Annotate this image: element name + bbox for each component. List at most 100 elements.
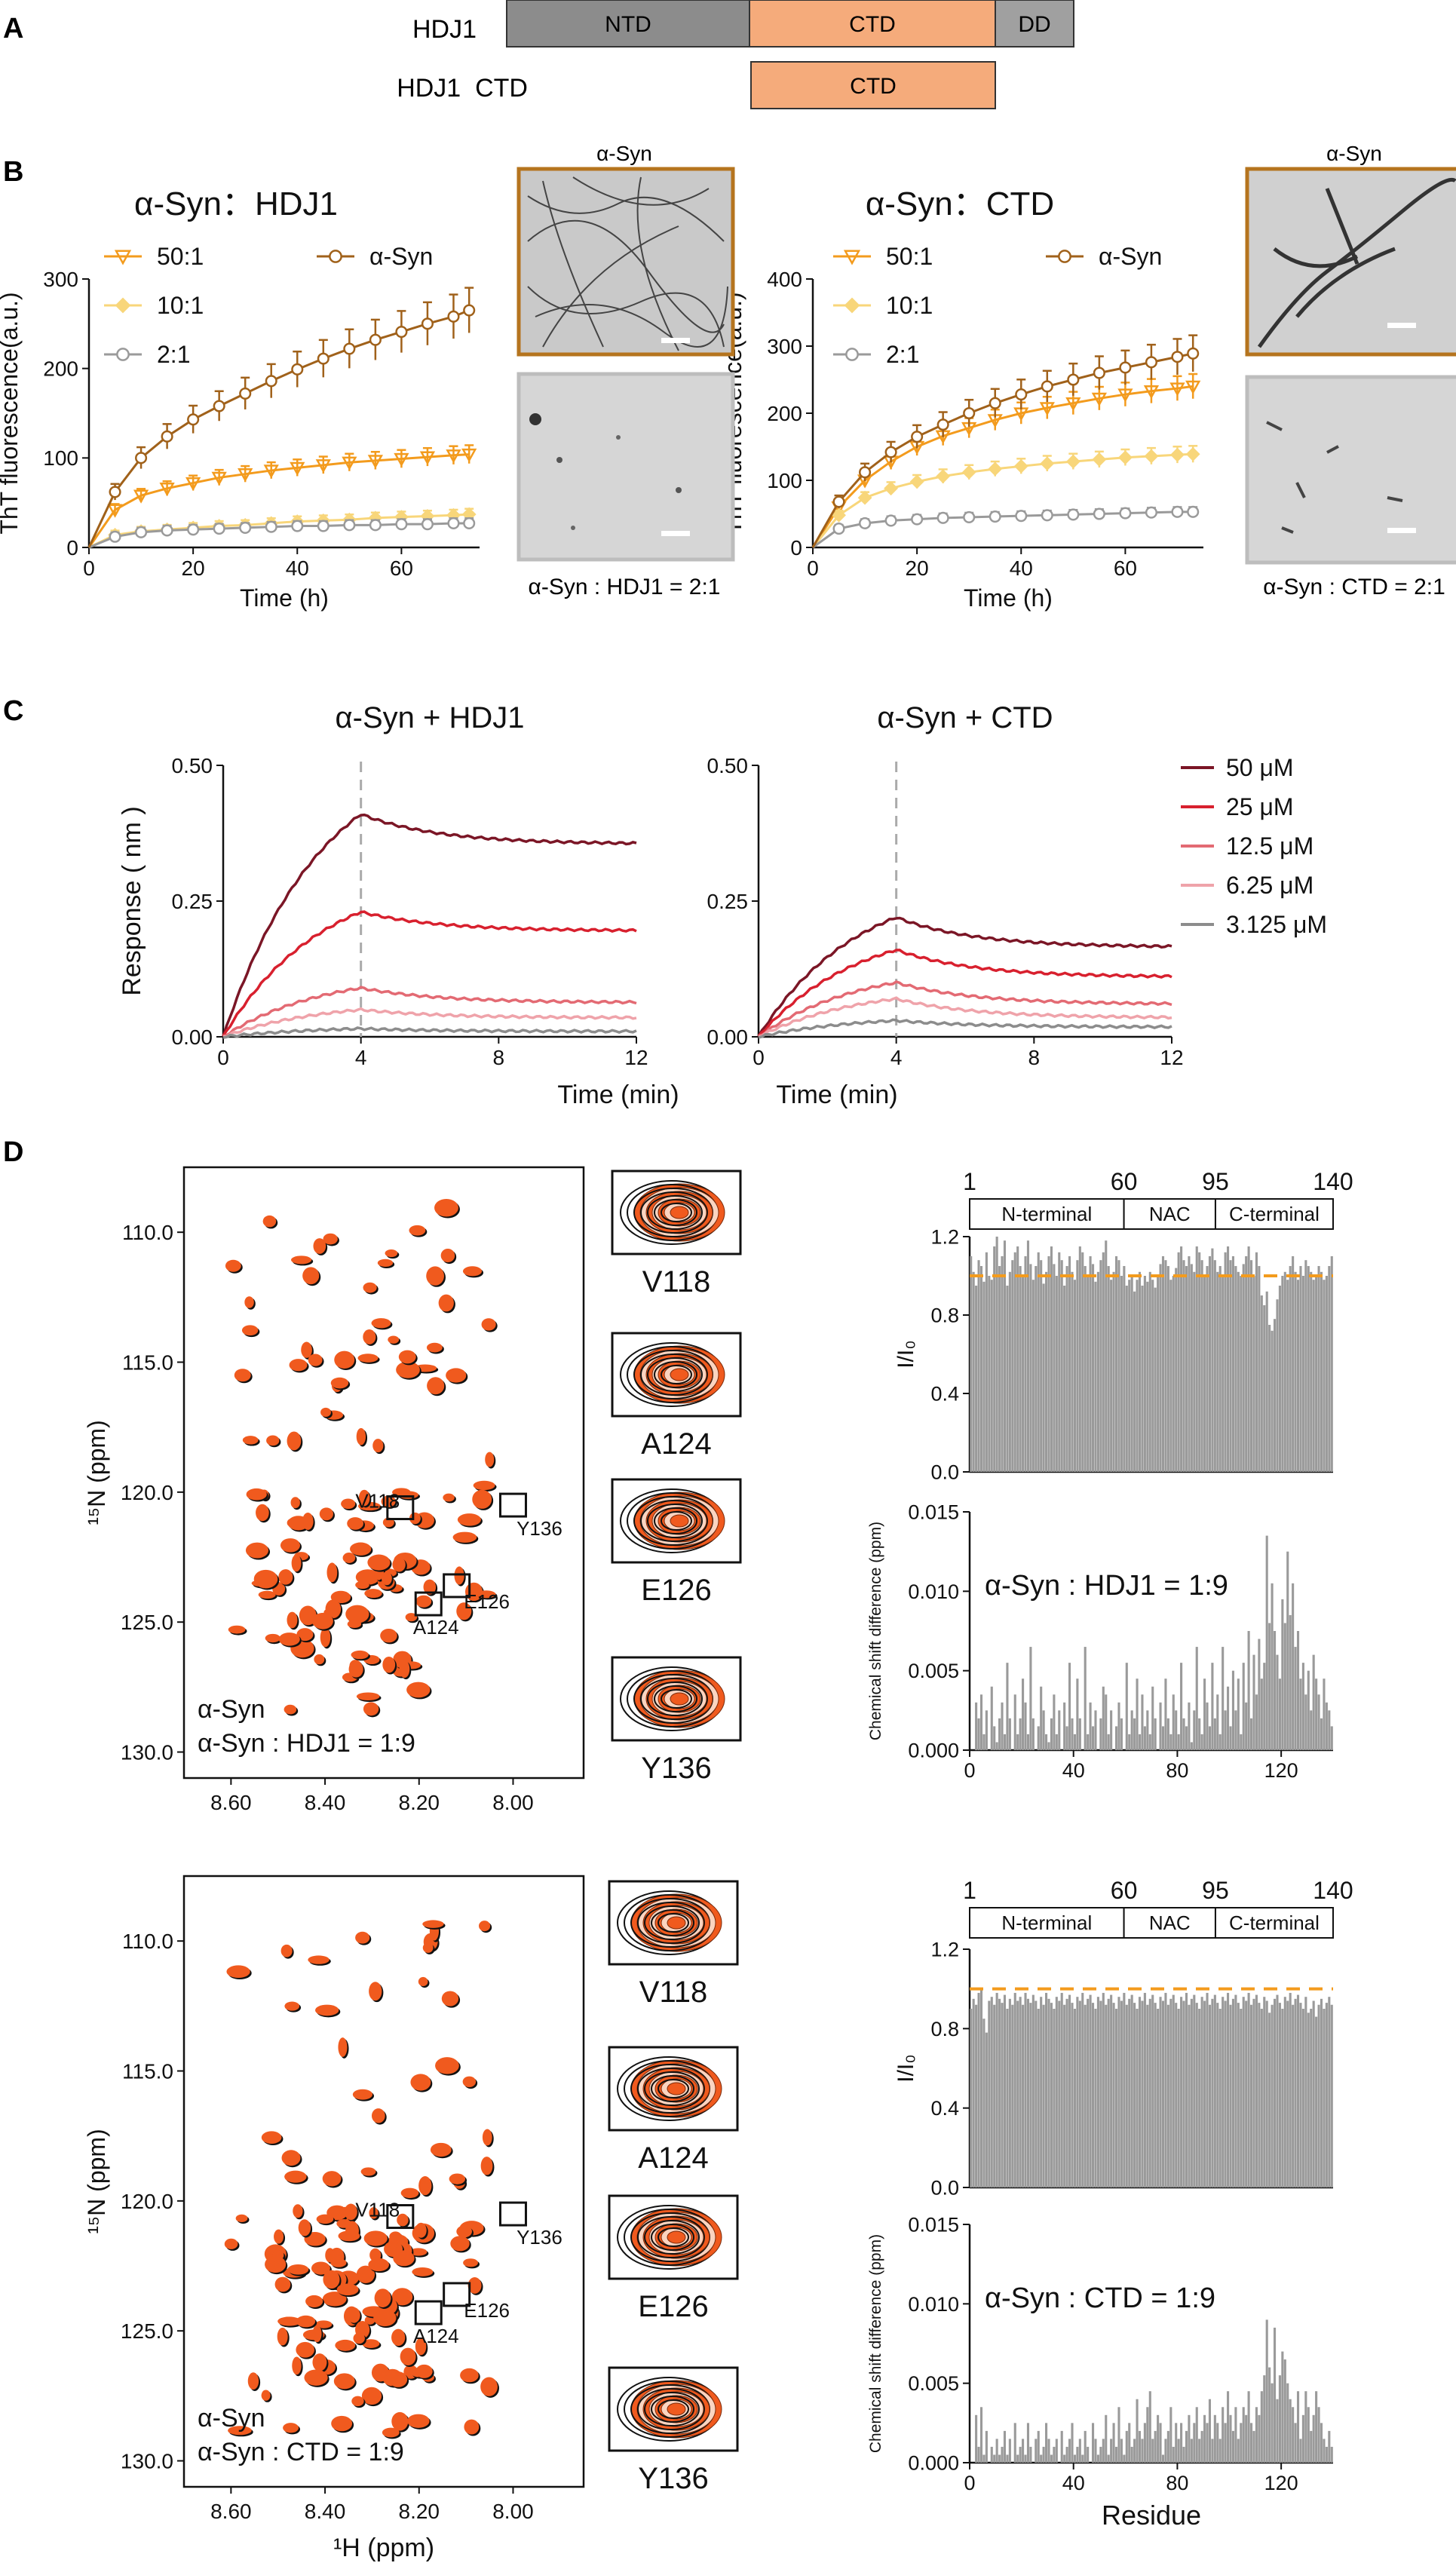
triangle-marker xyxy=(185,477,201,492)
contour-reference xyxy=(640,1354,708,1396)
residue-bar xyxy=(1198,1252,1201,1472)
residue-bar xyxy=(1283,2359,1286,2463)
peak-complex xyxy=(446,1368,467,1383)
peak-complex xyxy=(262,1215,277,1228)
peak-complex xyxy=(292,2356,302,2375)
x-tick-label: 60 xyxy=(390,556,413,580)
residue-bar xyxy=(1105,2004,1108,2187)
circle-marker xyxy=(1171,505,1184,518)
peak-complex xyxy=(388,1335,400,1344)
ctd-domain-label: CTD xyxy=(849,12,896,37)
residue-bar xyxy=(1255,1252,1258,1472)
residue-bar xyxy=(1190,1742,1193,1750)
peak-complex xyxy=(312,2353,327,2371)
peak-complex xyxy=(356,1692,380,1701)
residue-bar xyxy=(1058,2000,1061,2187)
x-tick-label: 0 xyxy=(807,556,819,580)
residue-bar xyxy=(1325,1702,1328,1750)
y-tick-label: 0.000 xyxy=(908,2451,959,2474)
x-tick-label: 0 xyxy=(83,556,95,580)
residue-bar xyxy=(990,1997,993,2187)
triangle-marker xyxy=(1169,382,1185,397)
residue-bar xyxy=(1138,1734,1142,1750)
residue-bar xyxy=(1136,2399,1139,2463)
peak-complex xyxy=(363,2230,388,2246)
residue-bar xyxy=(1281,2009,1284,2187)
residue-bar xyxy=(977,1260,980,1472)
residue-bar xyxy=(1003,1734,1007,1750)
residue-bar xyxy=(995,1742,998,1750)
peak-complex xyxy=(351,2396,364,2407)
residue-bar xyxy=(1001,2003,1004,2187)
residue-bar xyxy=(1099,1718,1102,1750)
peak-complex xyxy=(330,1377,349,1389)
residue-bar xyxy=(972,1998,975,2187)
peak-complex xyxy=(265,1633,280,1643)
peak-complex xyxy=(265,2255,287,2273)
residue-bar xyxy=(1211,1663,1214,1750)
residue-bar xyxy=(1078,2439,1081,2463)
residue-bar xyxy=(1063,1702,1066,1750)
peak-complex xyxy=(247,2372,259,2390)
residue-bar xyxy=(1234,1710,1237,1750)
triangle-marker xyxy=(1065,397,1081,412)
residue-bar xyxy=(1055,1276,1058,1472)
residue-bar xyxy=(1035,2000,1038,2187)
residue-bar xyxy=(1047,1256,1050,1472)
peak-complex xyxy=(400,2347,416,2366)
residue-bar xyxy=(1037,1726,1040,1750)
dd-domain-box xyxy=(995,0,1074,48)
residue-bar xyxy=(1065,1726,1068,1750)
residue-bar xyxy=(1190,2439,1193,2463)
peak-complex xyxy=(241,1325,259,1336)
triangle-marker xyxy=(1143,385,1160,400)
ntd-domain-box xyxy=(506,0,750,48)
residue-bar xyxy=(1105,2414,1108,2463)
x-tick-label: 120 xyxy=(1264,2472,1298,2494)
residue-bar xyxy=(1273,1319,1277,1472)
peak-complex xyxy=(415,1595,432,1608)
residue-bar xyxy=(1289,1614,1292,1750)
residue-bar xyxy=(985,1252,988,1472)
residue-bar xyxy=(1045,1992,1048,2187)
residue-bar xyxy=(1159,1264,1162,1472)
spectrum-legend-reference: α-Syn xyxy=(198,1695,265,1724)
residue-bar xyxy=(1117,1260,1120,1472)
peak-complex xyxy=(338,2230,360,2242)
x-tick-label: 60 xyxy=(1114,556,1137,580)
tht-chart-hdj1: 0 20 40 60 0 100 200 300 α-Syn：HDJ1 Time (h) ThT f… xyxy=(0,185,480,612)
micro-caption-left: α-Syn : HDJ1 = 2:1 xyxy=(529,575,721,599)
peak-complex xyxy=(463,2258,478,2267)
residue-bar xyxy=(1161,2000,1165,2187)
residue-bar xyxy=(1281,1276,1284,1472)
residue-bar xyxy=(1099,1260,1102,1472)
residue-bar xyxy=(1114,2446,1118,2463)
peak-complex xyxy=(440,1248,455,1263)
peak-complex xyxy=(287,1431,302,1451)
residue-bar xyxy=(1281,1599,1284,1750)
residue-bar xyxy=(1273,1998,1277,2187)
residue-bar xyxy=(1045,1271,1048,1472)
circle-marker xyxy=(109,530,121,543)
x-tick-label: 8.60 xyxy=(210,1791,252,1814)
residue-bar xyxy=(1260,1295,1263,1472)
residue-bar xyxy=(1237,2439,1240,2463)
residue-bar xyxy=(1242,1997,1245,2187)
inset-label: E126 xyxy=(638,2290,708,2323)
residue-bar xyxy=(1065,1998,1068,2187)
domain-tick-label: 140 xyxy=(1313,1168,1353,1195)
peak-complex xyxy=(322,2292,347,2307)
circle-marker xyxy=(161,430,173,443)
residue-bar xyxy=(1304,2391,1307,2463)
peak-complex xyxy=(422,1920,444,1928)
residue-bar xyxy=(1188,2004,1191,2187)
peak-complex xyxy=(281,2150,301,2166)
residue-bar xyxy=(1310,2009,1313,2187)
circle-marker xyxy=(859,517,872,530)
peak-complex xyxy=(377,1258,394,1267)
contour-complex xyxy=(667,2230,686,2244)
peak-complex xyxy=(323,2270,340,2289)
residue-bar xyxy=(1151,1280,1154,1472)
residue-bar xyxy=(1128,1280,1131,1472)
contour-reference xyxy=(651,2396,694,2423)
